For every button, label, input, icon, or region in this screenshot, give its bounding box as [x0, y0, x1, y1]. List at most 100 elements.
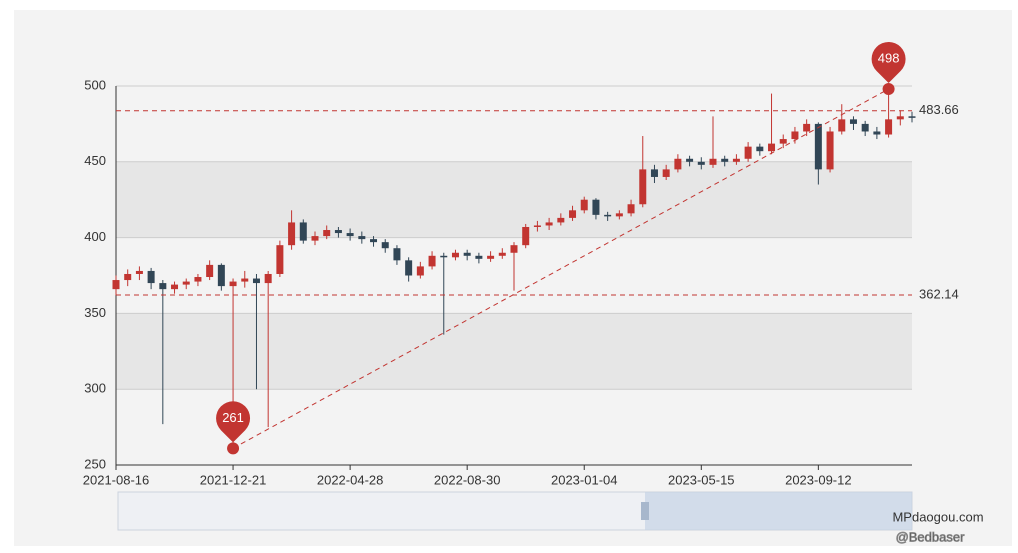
- candle-body: [381, 242, 389, 249]
- candle-body: [697, 161, 705, 165]
- candle-body: [791, 131, 799, 140]
- mark-line-label: 362.14: [919, 286, 959, 301]
- candle-body: [416, 266, 424, 276]
- candle-body: [615, 213, 623, 217]
- candle-body: [264, 273, 272, 284]
- y-tick-label: 500: [84, 77, 106, 92]
- candle-body: [709, 158, 717, 165]
- candle-body: [135, 270, 143, 274]
- candle-body: [159, 283, 167, 290]
- candle-body: [557, 217, 565, 223]
- mark-point-pin: [871, 41, 906, 84]
- candle-body: [885, 119, 893, 135]
- candle-body: [732, 158, 740, 162]
- split-area: [116, 86, 912, 162]
- candle-body: [510, 245, 518, 253]
- candle-body: [252, 278, 260, 284]
- mark-point-label: 498: [878, 50, 900, 65]
- x-tick-label: 2021-08-16: [83, 472, 150, 487]
- candle-body: [639, 169, 647, 205]
- split-area: [116, 389, 912, 465]
- candle-body: [299, 222, 307, 241]
- candle-body: [463, 252, 471, 256]
- candle-body: [768, 143, 776, 152]
- candle-body: [358, 236, 366, 240]
- candle-body: [276, 245, 284, 274]
- candle-body: [861, 123, 869, 132]
- candle-body: [522, 226, 530, 246]
- mark-point-pin: [216, 401, 251, 443]
- candle-body: [849, 119, 857, 124]
- candle-body: [229, 281, 237, 287]
- candle-body: [112, 280, 120, 290]
- candle-body: [440, 255, 448, 258]
- y-tick-label: 250: [84, 456, 106, 471]
- candle-body: [498, 252, 506, 256]
- candle-body: [873, 131, 881, 135]
- candle-body: [721, 158, 729, 162]
- candle-body: [206, 264, 214, 278]
- split-area: [116, 313, 912, 390]
- candle-body: [451, 252, 459, 258]
- candle-body: [686, 158, 694, 162]
- candle-body: [674, 158, 682, 170]
- watermark: MPdaogou.com: [892, 509, 983, 524]
- trend-line: [232, 88, 889, 449]
- y-tick-label: 400: [84, 229, 106, 244]
- watermark: @Bedbaser: [896, 529, 966, 544]
- candle-body: [569, 210, 577, 218]
- candle-body: [323, 230, 331, 237]
- candle-body: [487, 255, 495, 259]
- candle-body: [124, 273, 132, 281]
- candle-body: [171, 284, 179, 290]
- candle-body: [814, 123, 822, 170]
- x-tick-label: 2023-01-04: [551, 472, 618, 487]
- candle-body: [147, 270, 155, 284]
- zoom-handle[interactable]: [641, 502, 649, 520]
- candle-body: [182, 281, 190, 285]
- mark-point-dot: [882, 83, 895, 96]
- x-tick-label: 2022-04-28: [317, 472, 384, 487]
- candle-body: [428, 255, 436, 267]
- candle-body: [592, 199, 600, 215]
- candle-body: [194, 277, 202, 282]
- candle-body: [803, 123, 811, 132]
- mark-point-dot: [227, 442, 240, 455]
- candle-body: [580, 199, 588, 211]
- zoom-window[interactable]: [645, 492, 912, 530]
- candle-body: [334, 230, 342, 234]
- candle-body: [346, 233, 354, 237]
- split-area: [116, 161, 912, 238]
- y-tick-label: 300: [84, 381, 106, 396]
- candle-body: [779, 139, 787, 144]
- x-tick-label: 2022-08-30: [434, 472, 501, 487]
- y-tick-label: 450: [84, 153, 106, 168]
- candle-body: [288, 222, 296, 246]
- candle-body: [744, 146, 752, 159]
- candle-body: [370, 239, 378, 243]
- candle-body: [650, 169, 658, 177]
- candle-body: [838, 119, 846, 132]
- candle-body: [662, 169, 670, 177]
- candle-body: [475, 255, 483, 259]
- candle-body: [627, 204, 635, 214]
- candle-body: [545, 222, 553, 226]
- candle-body: [311, 236, 319, 241]
- candle-body: [533, 225, 541, 227]
- x-tick-label: 2023-05-15: [668, 472, 735, 487]
- y-tick-label: 350: [84, 305, 106, 320]
- candle-body: [217, 264, 225, 287]
- candle-body: [604, 214, 612, 217]
- candle-body: [896, 116, 904, 120]
- x-tick-label: 2021-12-21: [200, 472, 267, 487]
- candle-body: [756, 146, 764, 152]
- mark-point-label: 261: [222, 410, 244, 425]
- candle-body: [241, 278, 249, 282]
- candle-body: [393, 248, 401, 261]
- candle-body: [908, 116, 916, 118]
- x-tick-label: 2023-09-12: [785, 472, 852, 487]
- mark-line-label: 483.66: [919, 102, 959, 117]
- candle-body: [405, 260, 413, 276]
- candle-body: [826, 131, 834, 170]
